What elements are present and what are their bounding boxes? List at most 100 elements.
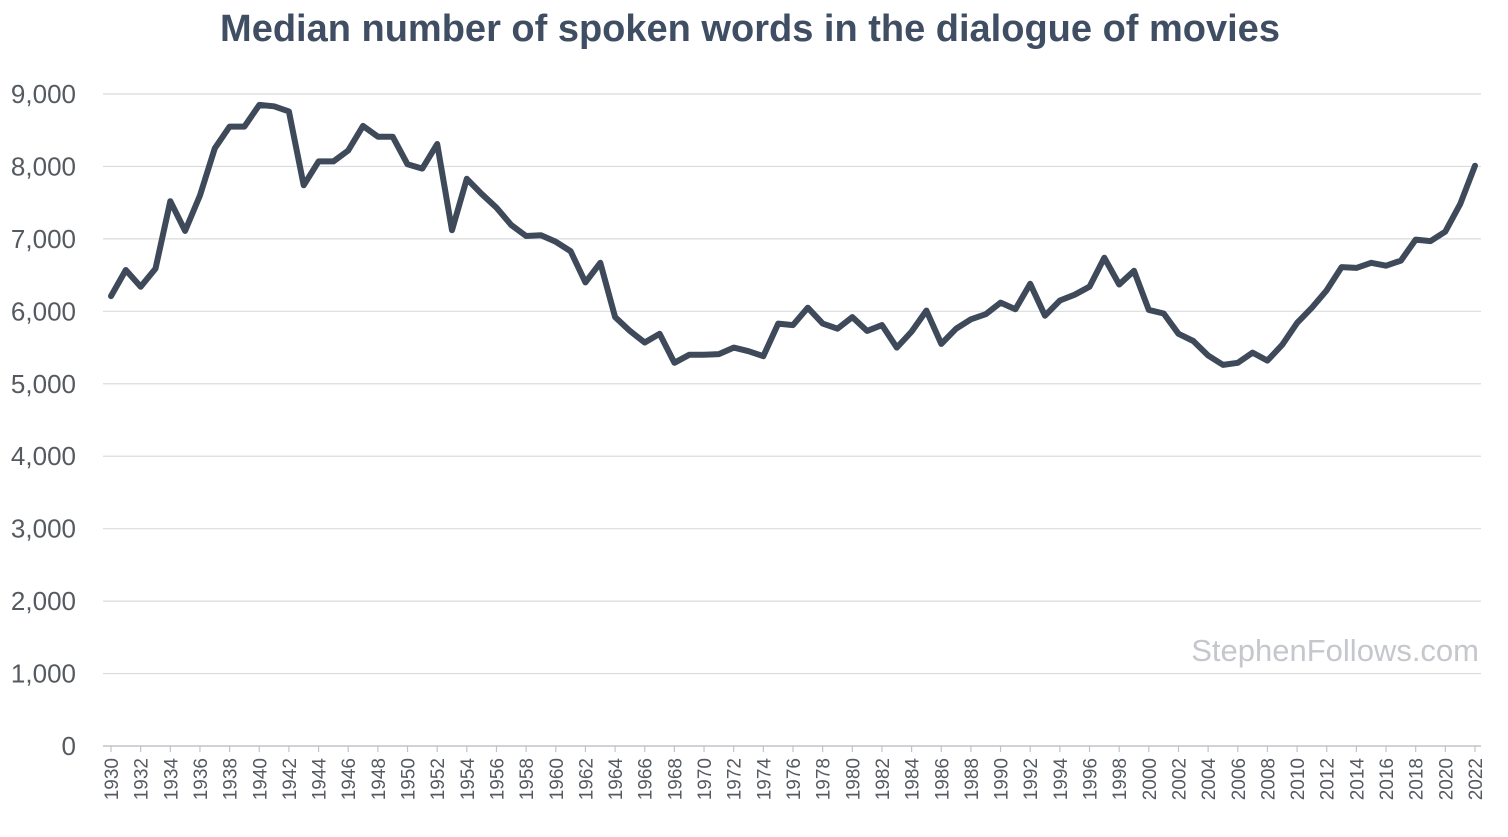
data-point [286,108,292,114]
x-tick-label: 1998 [1110,758,1131,800]
data-point [123,267,129,273]
data-point [434,141,440,147]
data-point [568,248,574,254]
x-tick-label: 1992 [1021,758,1042,800]
data-point [1428,238,1434,244]
chart-title: Median number of spoken words in the dia… [220,8,1280,50]
x-tick-label: 1982 [873,758,894,800]
data-point [1131,268,1137,274]
x-tick-label: 2022 [1466,758,1487,800]
x-tick-label: 1968 [665,758,686,800]
data-point [805,305,811,311]
x-tick-label: 1958 [517,758,538,800]
data-point [152,266,158,272]
x-tick-label: 1980 [843,758,864,800]
data-point [1087,284,1093,290]
data-point [553,239,559,245]
data-point [894,345,900,351]
data-point [627,328,633,334]
data-point [167,198,173,204]
x-tick-label: 1934 [161,758,182,801]
x-tick-label: 1976 [784,758,805,800]
x-tick-label: 1970 [695,758,716,800]
data-point [923,308,929,314]
data-point [1220,362,1226,368]
x-tick-label: 1946 [339,758,360,800]
x-tick-label: 1950 [399,758,420,800]
data-point [1175,331,1181,337]
data-point [775,321,781,327]
x-tick-label: 2002 [1169,758,1190,800]
data-point [582,279,588,285]
data-point [1324,287,1330,293]
y-axis: 0 1,000 2,000 3,000 4,000 5,000 6,000 7,000 8,00… [11,79,76,761]
data-point [138,284,144,290]
x-tick-label: 1944 [310,758,331,801]
gridlines [103,93,1481,747]
x-tick-label: 1990 [992,758,1013,800]
y-tick-label: 9,000 [11,79,76,109]
y-tick-label: 4,000 [11,441,76,471]
watermark: StephenFollows.com [1191,633,1479,668]
x-tick-label: 1988 [962,758,983,800]
x-tick-label: 1936 [191,758,212,800]
data-point [1012,306,1018,312]
data-point [301,182,307,188]
x-tick-label: 1938 [221,758,242,800]
data-point [1383,263,1389,269]
data-point [983,311,989,317]
data-point [671,360,677,366]
x-tick-label: 1978 [814,758,835,800]
data-point [479,191,485,197]
x-tick-label: 1952 [428,758,449,800]
data-point [1205,353,1211,359]
data-point [879,322,885,328]
data-point [523,233,529,239]
x-tick-label: 2016 [1377,758,1398,800]
data-point [1250,350,1256,356]
data-point [849,314,855,320]
data-point [212,145,218,151]
data-point [953,326,959,332]
data-point [746,348,752,354]
data-point [1057,297,1063,303]
data-point [449,227,455,233]
data-point [1190,338,1196,344]
data-point [864,328,870,334]
x-tick-label: 2018 [1407,758,1428,800]
data-point [1161,311,1167,317]
data-point [1264,358,1270,364]
data-point [316,158,322,164]
x-tick-label: 1962 [576,758,597,800]
data-point [1027,281,1033,287]
x-tick-label: 1954 [458,758,479,801]
y-tick-label: 0 [62,731,76,761]
data-point [1235,360,1241,366]
x-tick-label: 2012 [1318,758,1339,800]
data-point [834,326,840,332]
data-point [938,341,944,347]
series [108,101,1478,368]
data-point [686,352,692,358]
data-point [1472,163,1478,169]
x-tick-label: 1986 [932,758,953,800]
x-tick-label: 1964 [606,758,627,801]
x-tick-label: 2000 [1140,758,1161,800]
data-point [330,158,336,164]
data-point [657,331,663,337]
data-point [1042,313,1048,319]
data-point [731,345,737,351]
data-point [1398,258,1404,264]
y-tick-label: 8,000 [11,151,76,181]
x-tick-label: 1960 [547,758,568,800]
data-point [1101,255,1107,261]
x-tick-label: 1940 [250,758,271,800]
data-point [612,314,618,320]
data-point [1116,282,1122,288]
series-line [108,101,1478,368]
data-point [464,176,470,182]
data-point [1294,320,1300,326]
data-point [1146,307,1152,313]
data-point [241,124,247,130]
